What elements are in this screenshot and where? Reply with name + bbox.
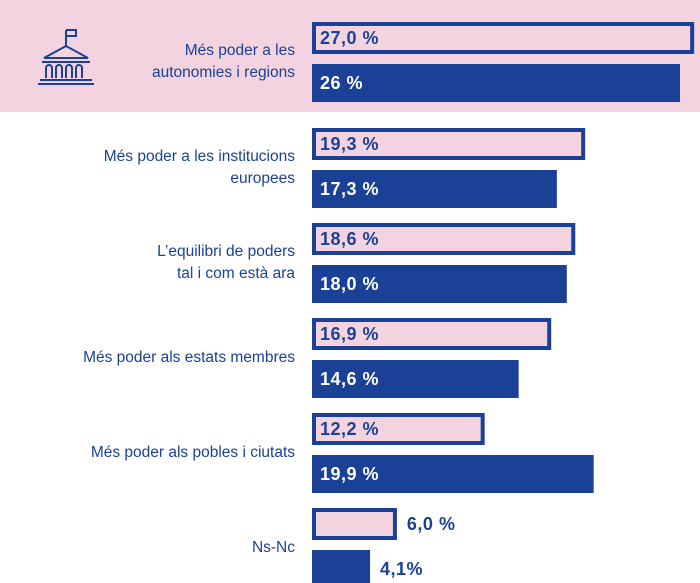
value-label: 19,3 % (320, 134, 379, 154)
category-label: Més poder als pobles i ciutats (90, 444, 295, 461)
value-label: 16,9 % (320, 324, 379, 344)
building-icon (38, 29, 94, 85)
value-label: 6,0 % (407, 514, 456, 534)
bar (312, 22, 695, 54)
value-label: 19,9 % (320, 464, 379, 484)
category-label: Més poder a les institucions europees (103, 148, 295, 187)
value-label: 17,3 % (320, 179, 379, 199)
value-label: 18,6 % (320, 229, 379, 249)
bar (312, 550, 371, 583)
category-label: Més poder a les autonomies i regions (151, 42, 295, 81)
value-label: 12,2 % (320, 419, 379, 439)
bar (312, 455, 594, 493)
value-label: 26 % (320, 73, 363, 93)
bar (312, 360, 519, 398)
bar (312, 265, 567, 303)
bar (312, 128, 586, 160)
value-label: 4,1% (380, 559, 423, 579)
value-label: 18,0 % (320, 274, 379, 294)
bar (312, 170, 557, 208)
bar (312, 223, 576, 255)
value-label: 27,0 % (320, 28, 379, 48)
category-label: Més poder als estats membres (83, 349, 295, 366)
bar (312, 64, 681, 102)
bar (312, 413, 485, 445)
category-label: L’equilibri de poders tal i com està ara (157, 243, 295, 282)
bar (312, 508, 397, 540)
value-label: 14,6 % (320, 369, 379, 389)
bar (312, 318, 552, 350)
category-label: Ns-Nc (251, 539, 295, 556)
